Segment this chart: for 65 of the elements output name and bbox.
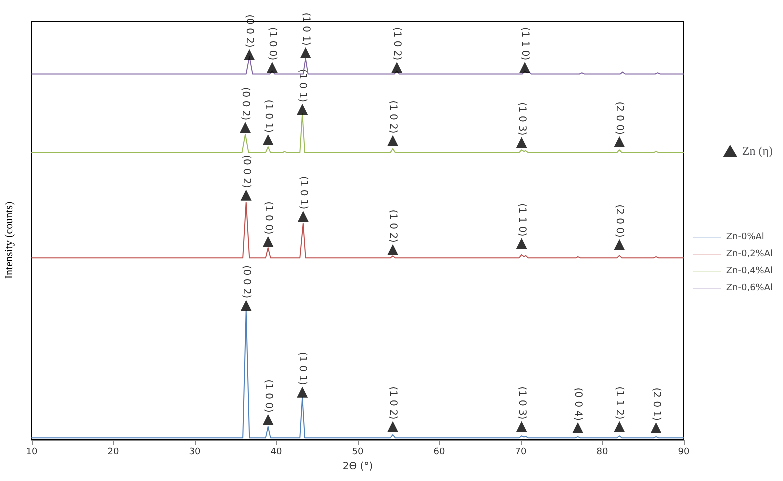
- x-tick-label: 60: [434, 448, 446, 458]
- annotation: (1 0 3): [516, 386, 528, 420]
- annotation: (0 0 4): [572, 388, 584, 422]
- annotation: (1 0 1): [297, 69, 308, 103]
- annotation: (2 0 0): [614, 204, 626, 238]
- point: [262, 236, 274, 248]
- x-tick-label: 70: [515, 448, 527, 458]
- annotation: (1 0 0): [262, 202, 274, 235]
- point: [520, 62, 531, 74]
- y-axis-title: Intensity (counts): [4, 202, 16, 280]
- annotation: (1 0 2): [388, 100, 399, 134]
- annotation: (1 1 0): [516, 204, 528, 237]
- annotation: (1 0 3): [516, 102, 528, 136]
- point: [516, 238, 528, 250]
- annotation: (2 0 0): [614, 102, 626, 136]
- annotation: (1 1 2): [614, 386, 626, 420]
- annotation: (1 0 2): [388, 386, 399, 420]
- x-tick-label: 50: [352, 448, 364, 458]
- point: [240, 300, 252, 312]
- point: [516, 137, 528, 148]
- point: [266, 62, 278, 74]
- annotation: (1 0 1): [297, 352, 308, 386]
- point: [298, 211, 309, 222]
- annotation: (2 0 1): [650, 388, 662, 422]
- x-tick-label: 40: [270, 448, 282, 458]
- point: [262, 134, 274, 146]
- annotation: (0 0 2): [240, 155, 252, 188]
- x-tick-label: 10: [26, 448, 38, 458]
- x-tick-label: 80: [596, 448, 608, 458]
- annotation: (1 0 2): [388, 210, 399, 244]
- x-tick-label: 20: [108, 448, 120, 458]
- x-tick-label: 90: [678, 448, 690, 458]
- annotation: (1 0 1): [262, 100, 274, 134]
- legend-label: Zn-0,2%Al: [726, 250, 773, 260]
- point: [516, 421, 528, 432]
- point: [614, 421, 626, 432]
- annotation: (0 0 2): [240, 87, 252, 121]
- annotation: (0 0 2): [240, 265, 252, 299]
- point: [614, 239, 626, 250]
- legend-label: Zn (η): [742, 144, 774, 158]
- point: [614, 136, 626, 148]
- annotation: (1 0 1): [298, 176, 309, 210]
- legend-label: Zn-0,6%Al: [726, 284, 773, 294]
- point: [572, 422, 584, 434]
- point: [650, 422, 662, 434]
- annotation: (1 0 2): [392, 27, 403, 61]
- annotation: (1 1 0): [520, 27, 531, 61]
- point: [244, 49, 256, 60]
- point: [240, 122, 252, 134]
- point: [240, 190, 252, 201]
- point: [297, 104, 308, 115]
- x-axis-title: 2Θ (°): [342, 462, 374, 472]
- x-tick-label: 30: [189, 448, 201, 458]
- point: [300, 47, 312, 58]
- point: [392, 62, 403, 74]
- point: [388, 244, 399, 256]
- annotation: (1 0 1): [300, 12, 312, 46]
- point: [388, 421, 399, 432]
- point: [262, 414, 274, 426]
- point: [388, 135, 399, 146]
- legend-label: Zn-0,4%Al: [726, 266, 773, 276]
- annotation: (1 0 0): [266, 27, 278, 61]
- point: [297, 386, 308, 398]
- annotation: (1 0 0): [262, 380, 274, 413]
- legend-label: Zn-0%Al: [726, 232, 764, 242]
